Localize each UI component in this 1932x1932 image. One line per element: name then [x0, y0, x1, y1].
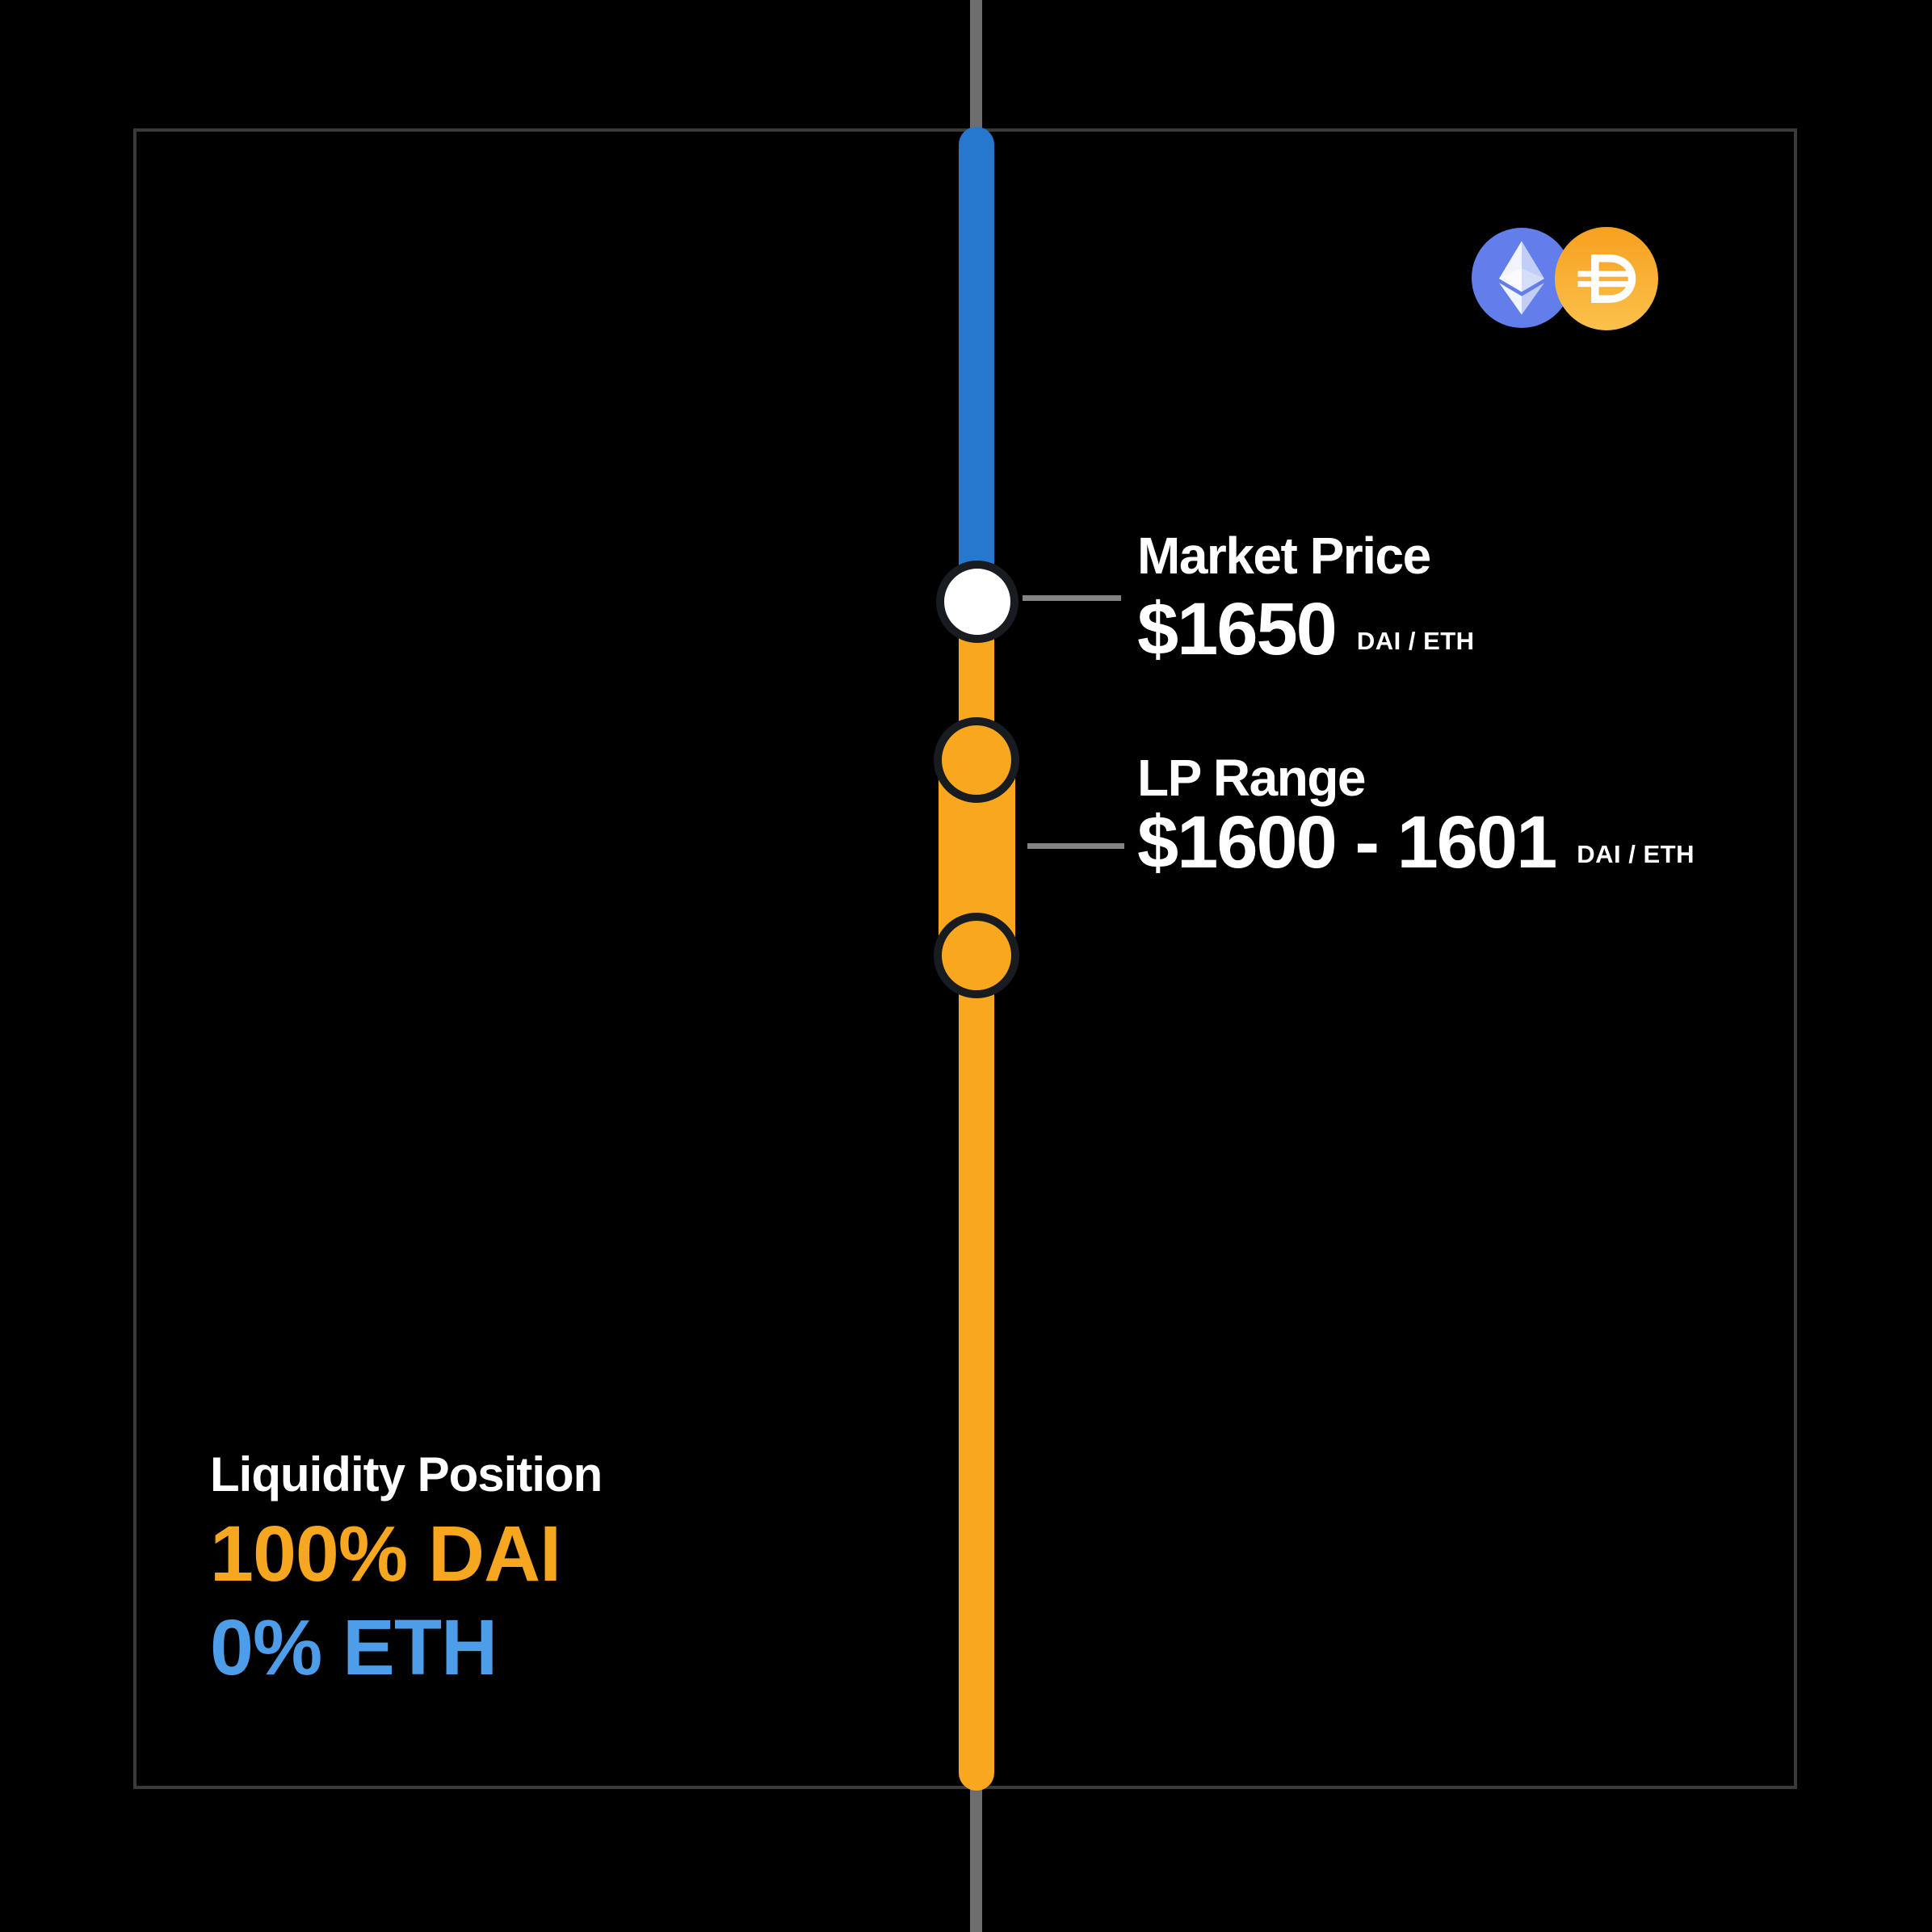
market-price-marker [936, 561, 1018, 643]
dai-logo-icon [1577, 254, 1636, 303]
lp-range-unit: DAI / ETH [1577, 840, 1695, 868]
market-price-value: $1650 [1137, 588, 1338, 670]
lp-lower-bound-marker [934, 913, 1019, 998]
liquidity-position-dai-share: 100% DAI [210, 1510, 561, 1598]
liquidity-position-title: Liquidity Position [210, 1447, 603, 1502]
market-price-unit: DAI / ETH [1356, 627, 1475, 655]
market-price-label: Market Price [1137, 527, 1431, 585]
lp-range-value: $1600 - 1601 [1137, 801, 1557, 884]
eth-coin-icon [1472, 228, 1572, 328]
liquidity-position-eth-share: 0% ETH [210, 1603, 498, 1691]
dai-coin-icon [1555, 227, 1658, 330]
lp-upper-bound-marker [934, 717, 1019, 803]
lp-range-label: LP Range [1137, 749, 1367, 807]
market-price-value-row: $1650 DAI / ETH [1137, 592, 1475, 666]
eth-side-bar [959, 127, 994, 602]
lp-range-value-row: $1600 - 1601 DAI / ETH [1137, 805, 1695, 880]
market-price-connector-line [1023, 595, 1121, 601]
ethereum-logo-icon [1499, 241, 1544, 315]
lp-range-connector-line [1027, 843, 1124, 849]
